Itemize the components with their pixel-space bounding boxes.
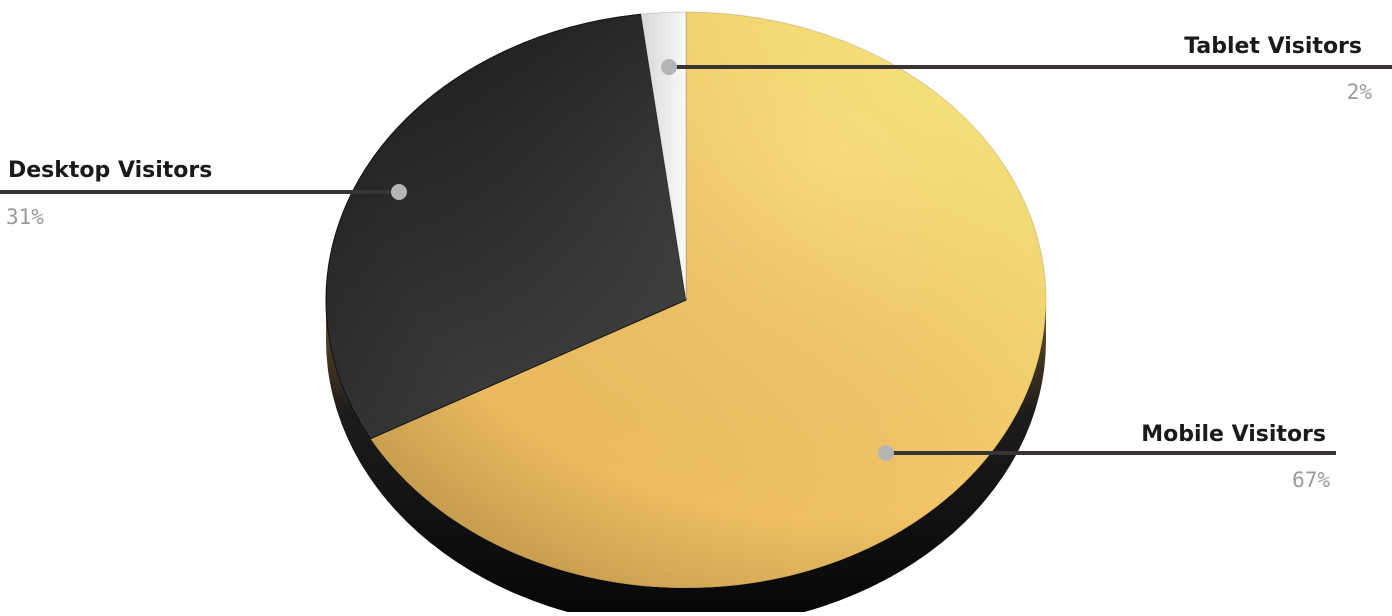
- pie-shading: [326, 12, 1046, 588]
- marker-dot-tablet: [661, 59, 677, 75]
- marker-dot-desktop: [391, 184, 407, 200]
- pie-top-face: [325, 11, 1047, 589]
- pie-callouts: [0, 59, 1392, 461]
- callout-label-desktop: Desktop Visitors: [8, 158, 213, 183]
- callout-percent-mobile: 67%: [1292, 468, 1330, 492]
- callout-percent-tablet: 2%: [1346, 80, 1372, 104]
- callout-label-mobile: Mobile Visitors: [1141, 422, 1326, 447]
- callout-percent-desktop: 31%: [6, 205, 44, 229]
- callout-label-tablet: Tablet Visitors: [1184, 34, 1362, 59]
- marker-dot-mobile: [878, 445, 894, 461]
